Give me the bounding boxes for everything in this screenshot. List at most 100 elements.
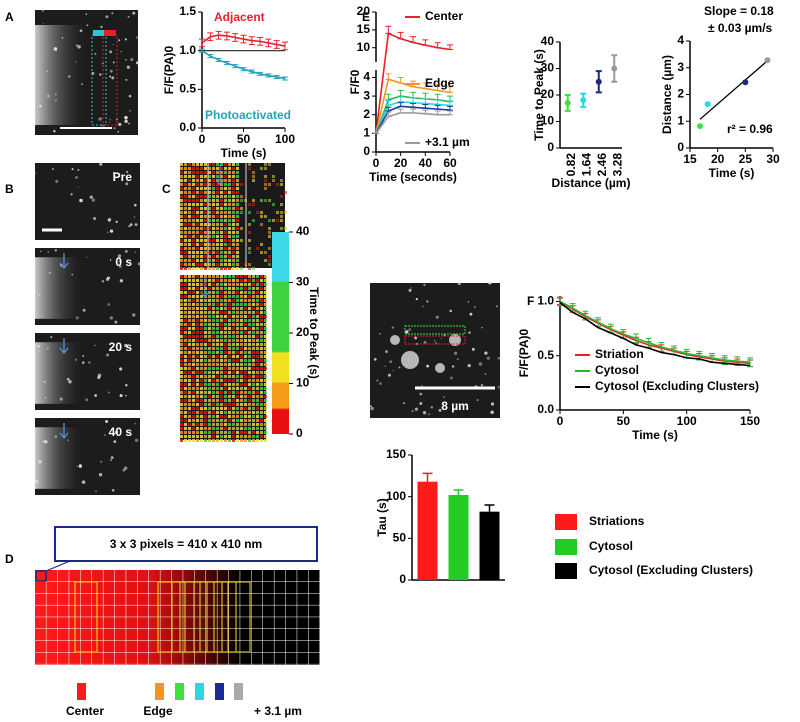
heatmap-cell: [184, 435, 187, 438]
heatmap-cell: [212, 303, 215, 306]
heatmap-cell: [268, 263, 271, 266]
heatmap-cell: [188, 207, 191, 210]
heatmap-cell: [204, 375, 207, 378]
micrograph-speck: [490, 410, 494, 415]
heatmap-cell: [184, 275, 187, 278]
micrograph-speck: [108, 121, 111, 123]
heatmap-cell: [196, 175, 199, 178]
heatmap-cell: [180, 327, 183, 330]
heatmap-cell: [228, 371, 231, 374]
heatmap-cell: [216, 335, 219, 338]
micrograph-speck: [122, 469, 126, 472]
y-tick-label: 0: [399, 572, 406, 586]
heatmap-cell: [280, 211, 283, 214]
heatmap-cell: [244, 331, 247, 334]
heatmap-cell: [268, 255, 271, 258]
heatmap-cell: [220, 431, 223, 434]
heatmap-cell: [188, 203, 191, 206]
heatmap-cell: [208, 163, 211, 166]
heatmap-cell: [204, 439, 207, 442]
y-tick-label: 10: [357, 40, 371, 54]
heatmap-cell: [192, 275, 195, 278]
heatmap-cell: [204, 379, 207, 382]
heatmap-cell: [252, 319, 255, 322]
heatmap-cell: [180, 423, 183, 426]
heatmap-cell: [236, 191, 239, 194]
micrograph-speck: [467, 301, 470, 303]
heatmap-cell: [184, 315, 187, 318]
micrograph-speck: [107, 218, 112, 222]
micrograph-speck: [107, 391, 110, 394]
micrograph-speck: [47, 251, 49, 253]
heatmap-cell: [204, 231, 207, 234]
heatmap-cell: [232, 363, 235, 366]
heatmap-cell: [208, 379, 211, 382]
heatmap-cell: [200, 167, 203, 170]
heatmap-cell: [196, 323, 199, 326]
heatmap-cell: [224, 291, 227, 294]
micrograph-speck: [111, 12, 114, 15]
x-axis-label: Time (s): [632, 428, 678, 442]
heatmap-cell: [236, 251, 239, 254]
heatmap-cell: [244, 307, 247, 310]
heatmap-cell: [260, 243, 263, 246]
heatmap-cell: [232, 415, 235, 418]
heatmap-cell: [196, 263, 199, 266]
heatmap-cell: [260, 323, 263, 326]
roi-label: Center: [66, 704, 104, 718]
heatmap-cell: [256, 279, 259, 282]
heatmap-cell: [240, 207, 243, 210]
heatmap-cell: [264, 411, 267, 414]
heatmap-cell: [244, 339, 247, 342]
heatmap-cell: [244, 371, 247, 374]
heatmap-cell: [180, 255, 183, 258]
heatmap-cell: [204, 431, 207, 434]
heatmap-cell: [196, 191, 199, 194]
heatmap-cell: [220, 395, 223, 398]
heatmap-cell: [260, 343, 263, 346]
heatmap-cell: [244, 395, 247, 398]
heatmap-cell: [184, 411, 187, 414]
heatmap-cell: [208, 327, 211, 330]
heatmap-cell: [220, 435, 223, 438]
error-bar: [397, 102, 404, 107]
heatmap-cell: [224, 311, 227, 314]
heatmap-cell: [192, 335, 195, 338]
heatmap-cell: [200, 355, 203, 358]
heatmap-cell: [228, 303, 231, 306]
heatmap-cell: [220, 427, 223, 430]
heatmap-cell: [220, 287, 223, 290]
heatmap-cell: [220, 303, 223, 306]
micrograph-speck: [106, 231, 109, 233]
heatmap-cell: [248, 367, 251, 370]
heatmap-cell: [220, 183, 223, 186]
heatmap-cell: [228, 283, 231, 286]
heatmap-cell: [212, 379, 215, 382]
heatmap-cell: [200, 215, 203, 218]
heatmap-cell: [188, 427, 191, 430]
image-label: Pre: [113, 170, 133, 184]
heatmap-cell: [232, 371, 235, 374]
heatmap-cell: [260, 211, 263, 214]
micrograph-speck: [107, 303, 111, 306]
heatmap-cell: [216, 207, 219, 210]
heatmap-cell: [236, 335, 239, 338]
micrograph-speck: [373, 357, 377, 361]
heatmap-cell: [280, 227, 283, 230]
roi: [404, 325, 466, 335]
heatmap-cell: [196, 275, 199, 278]
heatmap-cell: [264, 399, 267, 402]
heatmap-cell: [192, 351, 195, 354]
micrograph-glow: [35, 257, 83, 319]
heatmap-cell: [196, 379, 199, 382]
heatmap-cell: [204, 263, 207, 266]
heatmap-cell: [216, 339, 219, 342]
heatmap-cell: [224, 223, 227, 226]
heatmap-cell: [204, 391, 207, 394]
heatmap-cell: [224, 255, 227, 258]
heatmap-cell: [208, 279, 211, 282]
heatmap-cell: [216, 327, 219, 330]
heatmap-cell: [232, 439, 235, 442]
legend-label: Cytosol (Excluding Clusters): [595, 379, 759, 393]
x-tick-label: 150: [740, 414, 760, 428]
